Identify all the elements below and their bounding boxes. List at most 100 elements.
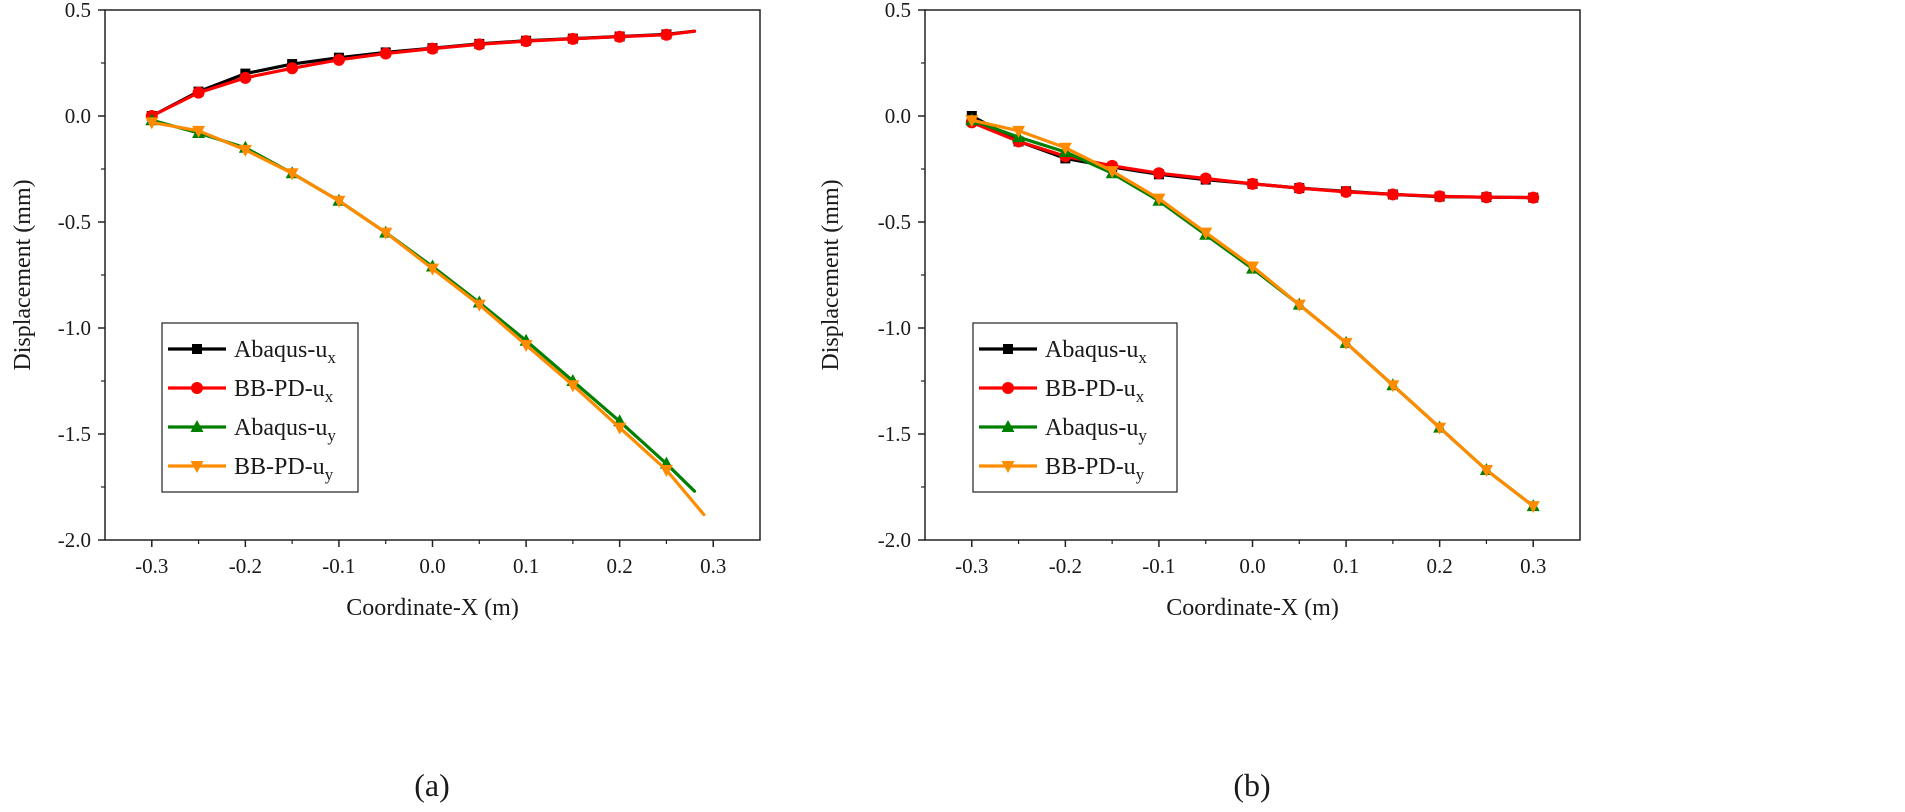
data-point-BB-PD-ux bbox=[286, 62, 299, 75]
data-point-BB-PD-uy bbox=[1152, 193, 1166, 206]
data-point-BB-PD-ux bbox=[1433, 190, 1446, 203]
legend-label-Abaqus-uy: Abaqus-uy bbox=[234, 415, 336, 445]
data-point-BB-PD-ux bbox=[426, 42, 439, 55]
y-tick-label: -2.0 bbox=[58, 528, 91, 552]
data-point-BB-PD-ux bbox=[1527, 191, 1540, 204]
legend-label-BB-PD-ux: BB-PD-ux bbox=[1045, 376, 1145, 406]
x-tick-label: 0.1 bbox=[513, 554, 539, 578]
data-point-BB-PD-uy bbox=[145, 117, 159, 130]
legend-marker-Abaqus-uy bbox=[190, 420, 204, 432]
data-point-BB-PD-ux bbox=[1293, 182, 1306, 195]
data-point-BB-PD-ux bbox=[1199, 172, 1212, 185]
x-tick-label: 0.3 bbox=[1520, 554, 1546, 578]
data-point-BB-PD-uy bbox=[472, 299, 486, 312]
data-point-BB-PD-uy bbox=[613, 422, 627, 435]
y-tick-label: -1.0 bbox=[878, 316, 911, 340]
x-axis-label: Coordinate-X (m) bbox=[346, 595, 519, 621]
panel-label: (a) bbox=[414, 767, 450, 803]
legend-label-Abaqus-ux: Abaqus-ux bbox=[1045, 337, 1147, 367]
data-point-BB-PD-uy bbox=[1526, 501, 1540, 514]
data-point-BB-PD-uy bbox=[1386, 380, 1400, 393]
panel-label: (b) bbox=[1233, 767, 1270, 803]
legend: Abaqus-ux BB-PD-ux Abaqus-uy BB-PD-uy bbox=[161, 322, 359, 493]
y-tick-label: 0.5 bbox=[885, 0, 911, 22]
data-point-BB-PD-ux bbox=[332, 53, 345, 66]
data-point-BB-PD-uy bbox=[285, 168, 299, 181]
y-axis-label: Displacement (mm) bbox=[10, 179, 36, 370]
y-tick-label: -0.5 bbox=[878, 210, 911, 234]
y-tick-label: 0.0 bbox=[65, 104, 91, 128]
data-point-BB-PD-ux bbox=[1152, 167, 1165, 180]
x-tick-label: 0.0 bbox=[419, 554, 445, 578]
legend-label-Abaqus-ux: Abaqus-ux bbox=[234, 337, 336, 367]
data-point-BB-PD-ux bbox=[1246, 177, 1259, 190]
x-tick-label: 0.1 bbox=[1333, 554, 1359, 578]
x-tick-label: 0.2 bbox=[607, 554, 633, 578]
legend-label-BB-PD-uy: BB-PD-uy bbox=[234, 454, 334, 484]
y-tick-label: 0.0 bbox=[885, 104, 911, 128]
data-point-BB-PD-uy bbox=[1433, 422, 1447, 435]
legend-marker-Abaqus-ux bbox=[192, 344, 202, 354]
x-tick-label: -0.2 bbox=[229, 554, 262, 578]
data-point-BB-PD-ux bbox=[379, 47, 392, 60]
legend-label-BB-PD-uy: BB-PD-uy bbox=[1045, 454, 1145, 484]
legend-label-BB-PD-ux: BB-PD-ux bbox=[234, 376, 334, 406]
legend-marker-BB-PD-ux bbox=[1002, 382, 1014, 394]
data-point-BB-PD-uy bbox=[1339, 337, 1353, 350]
x-tick-label: 0.3 bbox=[700, 554, 726, 578]
legend-marker-Abaqus-ux bbox=[1003, 344, 1013, 354]
y-tick-label: -1.5 bbox=[58, 422, 91, 446]
data-point-BB-PD-uy bbox=[1105, 166, 1119, 179]
data-point-BB-PD-ux bbox=[473, 38, 486, 51]
data-point-BB-PD-ux bbox=[1340, 185, 1353, 198]
panel-b-chart: -0.3 -0.2 -0.1 0.0 0.1 0.2 0.3 0.5 0.0 -0.5 -1.0 -1… bbox=[818, 0, 1581, 803]
y-axis-label: Displacement (mm) bbox=[818, 179, 844, 370]
data-point-BB-PD-ux bbox=[520, 35, 533, 48]
y-tick-label: -1.5 bbox=[878, 422, 911, 446]
data-point-BB-PD-uy bbox=[1246, 261, 1259, 274]
data-point-BB-PD-uy bbox=[1058, 142, 1072, 155]
data-point-BB-PD-uy bbox=[379, 227, 393, 240]
y-tick-label: 0.5 bbox=[65, 0, 91, 22]
data-point-BB-PD-uy bbox=[1479, 465, 1493, 478]
y-tick-label: -2.0 bbox=[878, 528, 911, 552]
data-point-BB-PD-uy bbox=[238, 144, 252, 157]
data-point-BB-PD-ux bbox=[566, 32, 579, 45]
data-point-BB-PD-uy bbox=[566, 380, 580, 393]
data-point-BB-PD-uy bbox=[192, 125, 206, 138]
y-tick-label: -1.0 bbox=[58, 316, 91, 340]
x-tick-label: -0.1 bbox=[1142, 554, 1175, 578]
data-point-BB-PD-ux bbox=[192, 86, 205, 99]
data-point-BB-PD-ux bbox=[1386, 188, 1399, 201]
data-point-BB-PD-uy bbox=[332, 195, 346, 208]
y-tick-label: -0.5 bbox=[58, 210, 91, 234]
x-tick-label: 0.2 bbox=[1427, 554, 1453, 578]
x-axis-label: Coordinate-X (m) bbox=[1166, 595, 1339, 621]
x-tick-label: 0.0 bbox=[1239, 554, 1265, 578]
x-tick-label: -0.3 bbox=[955, 554, 988, 578]
data-point-BB-PD-uy bbox=[659, 465, 673, 478]
data-point-BB-PD-uy bbox=[965, 115, 979, 128]
legend-marker-Abaqus-uy bbox=[1001, 420, 1015, 432]
data-point-BB-PD-ux bbox=[613, 30, 626, 43]
series-line-Abaqus-ux bbox=[150, 29, 697, 118]
data-point-BB-PD-uy bbox=[519, 339, 533, 352]
data-point-BB-PD-uy bbox=[1292, 299, 1306, 312]
legend-marker-BB-PD-uy bbox=[1001, 461, 1015, 473]
x-tick-label: -0.1 bbox=[322, 554, 355, 578]
series-line-BB-PD-ux bbox=[150, 29, 697, 118]
legend-marker-BB-PD-uy bbox=[190, 461, 204, 473]
legend-label-Abaqus-uy: Abaqus-uy bbox=[1045, 415, 1147, 445]
legend: Abaqus-ux BB-PD-ux Abaqus-uy BB-PD-uy bbox=[972, 322, 1178, 493]
panel-a-chart: -0.3 -0.2 -0.1 0.0 0.1 0.2 0.3 0.5 0.0 -0.5 -1.0 -1… bbox=[10, 0, 761, 803]
x-tick-label: -0.2 bbox=[1049, 554, 1082, 578]
data-point-BB-PD-uy bbox=[1199, 227, 1213, 240]
data-point-BB-PD-ux bbox=[1480, 191, 1493, 204]
data-point-BB-PD-uy bbox=[1012, 125, 1026, 138]
data-point-BB-PD-ux bbox=[660, 28, 673, 41]
data-point-BB-PD-uy bbox=[426, 263, 439, 276]
x-tick-label: -0.3 bbox=[135, 554, 168, 578]
data-point-BB-PD-ux bbox=[239, 71, 252, 84]
legend-marker-BB-PD-ux bbox=[191, 382, 203, 394]
